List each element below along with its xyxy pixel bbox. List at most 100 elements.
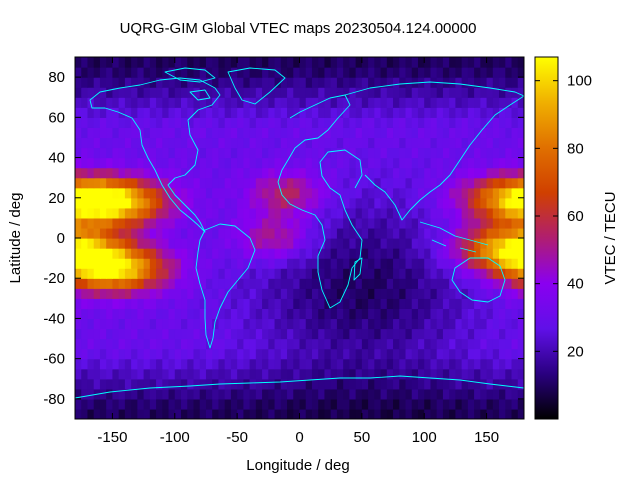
heatmap-cell [505,318,513,330]
heatmap-cell [106,137,114,149]
heatmap-cell [137,87,145,98]
heatmap-cell [386,127,394,139]
heatmap-cell [181,368,188,380]
heatmap-cell [380,77,388,88]
heatmap-cell [181,137,188,149]
heatmap-cell [293,67,301,78]
heatmap-cell [174,348,182,360]
coastline-antarctica [75,375,524,399]
heatmap-cell [417,57,425,68]
heatmap-cell [149,328,157,340]
colorbar-label: VTEC / TECU [602,191,619,284]
heatmap-cell [93,217,101,229]
heatmap-cell [486,117,494,128]
heatmap-cell [442,157,450,169]
heatmap-cell [149,67,157,78]
heatmap-cell [112,197,120,209]
heatmap-cell [230,408,238,419]
heatmap-cell [492,358,500,370]
heatmap-cell [442,328,450,340]
heatmap-cell [386,177,394,189]
heatmap-cell [181,358,188,370]
heatmap-cell [137,278,145,289]
heatmap-cell [305,408,313,419]
heatmap-cell [212,77,220,88]
heatmap-cell [137,368,145,380]
heatmap-cell [324,187,332,199]
heatmap-cell [99,97,107,108]
heatmap-cell [174,288,182,299]
heatmap-cell [517,137,524,149]
heatmap-cell [336,87,344,98]
heatmap-cell [174,97,182,108]
heatmap-cell [93,398,101,410]
heatmap-cell [168,358,176,370]
heatmap-cell [430,238,438,249]
heatmap-cell [124,368,132,380]
heatmap-cell [75,328,82,340]
heatmap-cell [399,358,407,370]
heatmap-cell [324,388,332,400]
heatmap-cell [393,227,400,239]
heatmap-cell [106,328,114,340]
heatmap-cell [436,258,444,269]
heatmap-cell [411,308,419,320]
heatmap-cell [467,368,475,380]
heatmap-cell [324,67,332,78]
heatmap-cell [205,227,213,239]
heatmap-cell [436,167,444,179]
heatmap-cell [181,308,188,320]
heatmap-cell [467,207,475,219]
heatmap-cell [505,147,513,159]
heatmap-cell [218,348,226,360]
heatmap-cell [511,97,519,108]
heatmap-cell [118,57,126,68]
heatmap-cell [492,388,500,400]
heatmap-cell [81,227,89,239]
heatmap-cell [411,157,419,169]
heatmap-cell [467,268,475,279]
heatmap-cell [424,147,432,159]
heatmap-cell [193,238,201,249]
heatmap-cell [187,117,195,128]
heatmap-cell [480,298,488,309]
heatmap-cell [237,137,244,149]
heatmap-cell [218,328,226,340]
heatmap-cell [330,57,338,68]
heatmap-cell [131,117,138,128]
heatmap-cell [99,177,107,189]
heatmap-cell [112,408,120,419]
heatmap-cell [199,358,207,370]
heatmap-cell [299,318,307,330]
heatmap-cell [305,57,313,68]
heatmap-cell [149,248,157,259]
heatmap-cell [399,318,407,330]
heatmap-cell [399,77,407,88]
heatmap-cell [112,298,120,309]
heatmap-cell [87,67,95,78]
x-tick-label: 100 [412,429,437,446]
heatmap-cell [168,388,176,400]
heatmap-cell [224,348,232,360]
heatmap-cell [311,238,319,249]
heatmap-cell [87,378,95,390]
heatmap-cell [137,67,145,78]
heatmap-cell [249,77,257,88]
heatmap-cell [330,97,338,108]
heatmap-cell [243,278,251,289]
heatmap-cell [343,298,350,309]
heatmap-cell [205,137,213,149]
heatmap-cell [486,388,494,400]
heatmap-cell [399,398,407,410]
heatmap-cell [280,57,288,68]
heatmap-cell [137,227,145,239]
heatmap-cell [417,268,425,279]
heatmap-cell [156,177,163,189]
heatmap-cell [212,207,220,219]
heatmap-cell [311,318,319,330]
heatmap-cell [99,137,107,149]
heatmap-cell [280,137,288,149]
heatmap-cell [368,117,375,128]
heatmap-cell [118,248,126,259]
